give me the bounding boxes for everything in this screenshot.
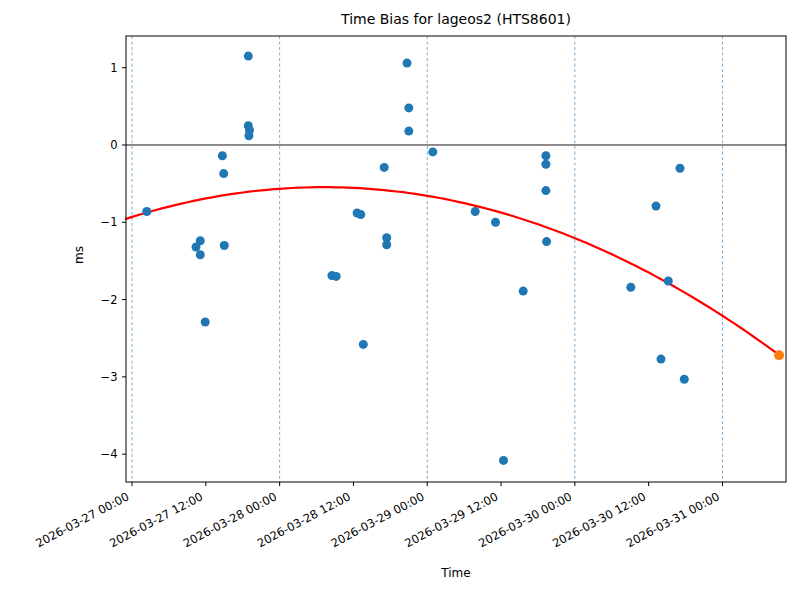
axes-box [126, 36, 786, 482]
scatter-point [359, 340, 368, 349]
scatter-point [219, 169, 228, 178]
scatter-point [332, 272, 341, 281]
scatter-point [626, 283, 635, 292]
scatter-point [404, 127, 413, 136]
scatter-point [220, 241, 229, 250]
scatter-point [541, 151, 550, 160]
scatter-point [664, 277, 673, 286]
scatter-point [218, 151, 227, 160]
plot-area: 2026-03-27 00:002026-03-27 12:002026-03-… [0, 0, 800, 600]
y-tick-label: 1 [110, 61, 117, 75]
scatter-point [541, 160, 550, 169]
trend-line [126, 187, 779, 355]
y-tick-label: −1 [101, 215, 118, 229]
scatter-point [404, 103, 413, 112]
scatter-point [519, 287, 528, 296]
y-tick-label: −4 [101, 447, 118, 461]
y-tick-label: 0 [110, 138, 117, 152]
scatter-point [657, 355, 666, 364]
scatter-point [428, 147, 437, 156]
scatter-point [196, 250, 205, 259]
scatter-point [356, 210, 365, 219]
scatter-point [380, 163, 389, 172]
scatter-point [403, 59, 412, 68]
scatter-point [499, 456, 508, 465]
scatter-point [680, 375, 689, 384]
latest-scatter-point [774, 350, 784, 360]
y-tick-label: −3 [101, 370, 118, 384]
scatter-point [382, 240, 391, 249]
scatter-point [244, 131, 253, 140]
scatter-point [542, 237, 551, 246]
scatter-point [142, 207, 151, 216]
scatter-point [244, 52, 253, 61]
scatter-point [676, 164, 685, 173]
scatter-point [541, 186, 550, 195]
y-tick-label: −2 [101, 293, 118, 307]
scatter-point [652, 202, 661, 211]
scatter-point [491, 218, 500, 227]
scatter-point [471, 207, 480, 216]
scatter-point [196, 236, 205, 245]
figure: Time Bias for lageos2 (HTS8601) ms Time … [0, 0, 800, 600]
scatter-point [201, 318, 210, 327]
